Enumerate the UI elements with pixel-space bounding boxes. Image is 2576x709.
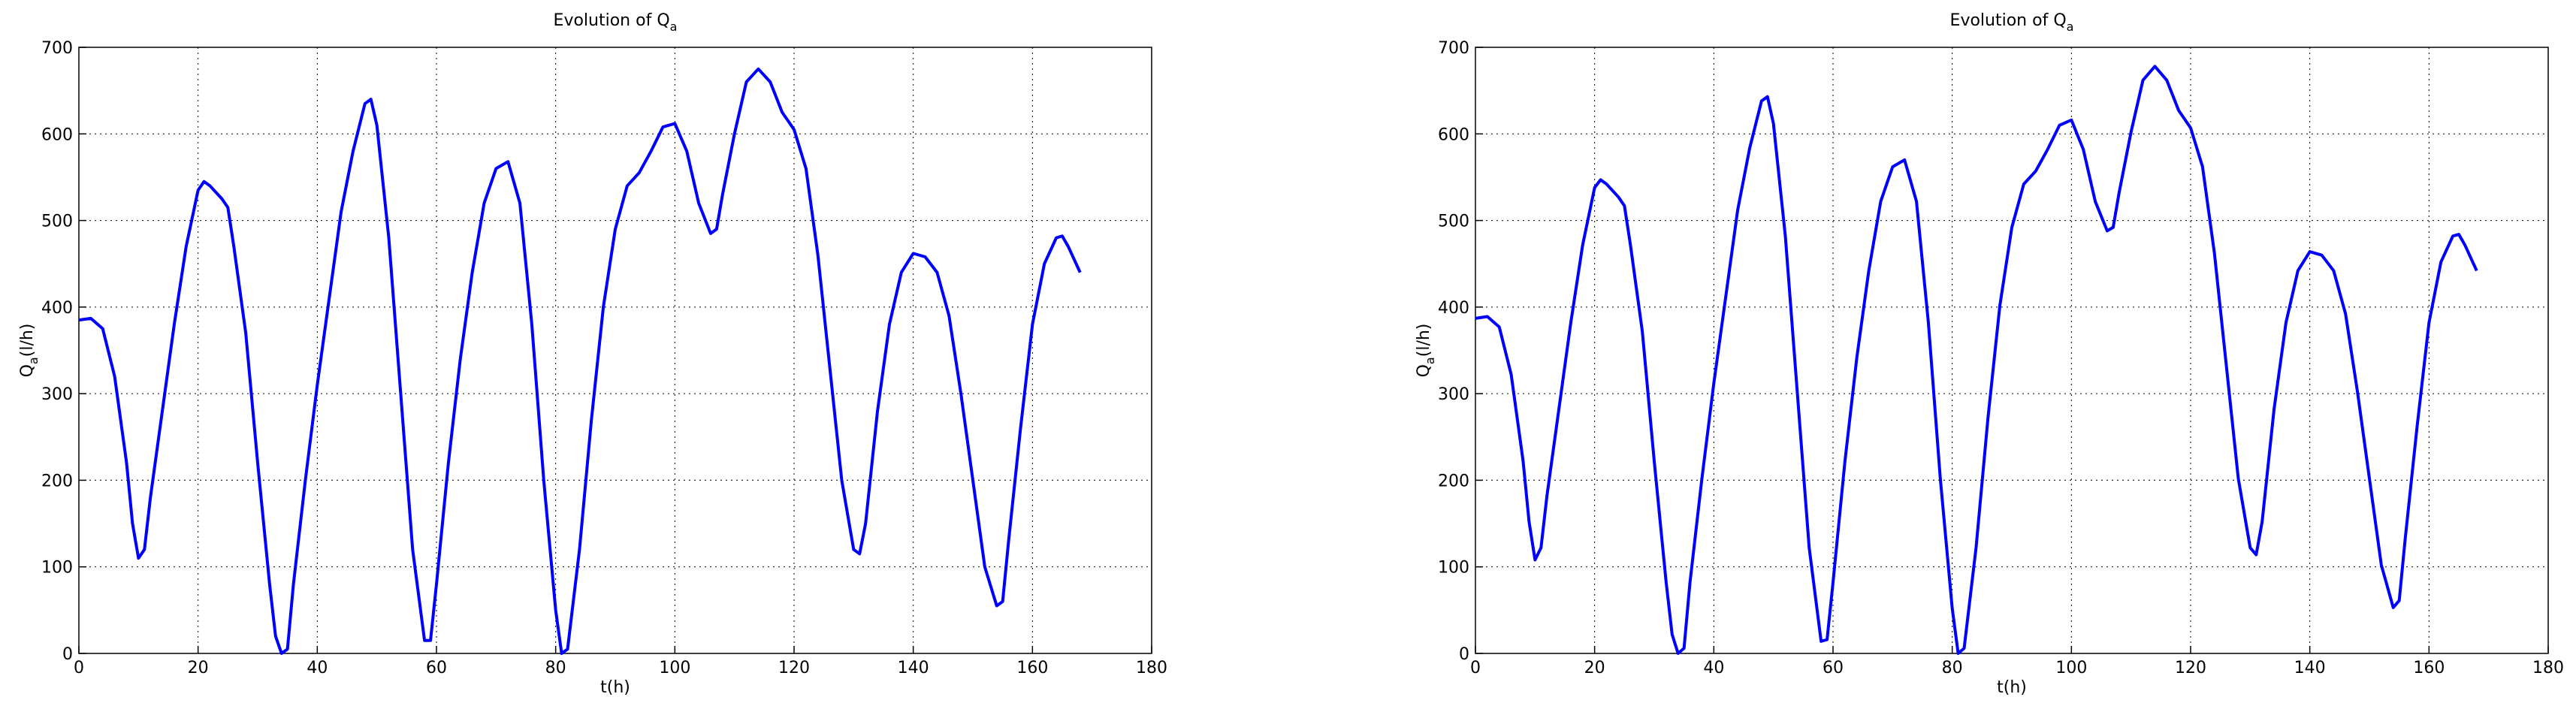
x-tick-label: 120: [778, 659, 810, 677]
y-tick-label: 0: [62, 645, 73, 664]
plot-area: [79, 47, 1152, 653]
y-tick-label: 300: [41, 385, 73, 404]
y-tick-label: 500: [41, 213, 73, 231]
y-tick-label: 600: [41, 125, 73, 144]
x-tick-label: 100: [659, 659, 690, 677]
x-tick-label: 100: [2055, 659, 2087, 677]
ylabel-suffix: (l/h): [1415, 324, 1433, 358]
ylabel-subscript: a: [1423, 357, 1437, 364]
title-subscript: a: [670, 20, 678, 34]
ylabel-suffix: (l/h): [18, 324, 37, 358]
x-tick-label: 60: [426, 659, 447, 677]
x-tick-label: 160: [1016, 659, 1048, 677]
x-tick-label: 0: [74, 659, 84, 677]
x-tick-label: 180: [2532, 659, 2564, 677]
y-tick-label: 200: [41, 472, 73, 490]
x-tick-label: 0: [1470, 659, 1481, 677]
x-tick-label: 60: [1823, 659, 1844, 677]
x-tick-label: 20: [188, 659, 209, 677]
x-tick-label: 80: [545, 659, 566, 677]
data-line: [78, 67, 1082, 655]
x-axis-label: t(h): [600, 678, 630, 697]
x-tick-label: 20: [1584, 659, 1605, 677]
y-tick-label: 0: [1459, 645, 1469, 664]
y-tick-label: 400: [1438, 299, 1469, 318]
ylabel-text: Q: [1415, 364, 1433, 377]
y-tick-label: 600: [1438, 125, 1469, 144]
plot-area: [1475, 47, 2548, 653]
ylabel-text: Q: [18, 364, 37, 377]
chart-title: Evolution of Qa: [554, 11, 678, 34]
x-tick-label: 160: [2413, 659, 2445, 677]
y-tick-label: 700: [1438, 39, 1469, 58]
y-axis-label: Qa(l/h): [1415, 324, 1437, 378]
chart: 0 20 40 60 80 100 120 140 160 180 0 100 200 300 400 500…: [1415, 11, 2564, 697]
y-tick-label: 400: [41, 299, 73, 318]
chart: 0 20 40 60 80 100 120 140 160 180 0 100 200 300 400 500…: [18, 11, 1167, 697]
y-axis-label: Qa(l/h): [18, 324, 41, 378]
x-tick-label: 120: [2175, 659, 2206, 677]
y-tick-label: 700: [41, 39, 73, 58]
plot-frame: [1475, 47, 2549, 654]
x-axis-label: t(h): [1997, 678, 2027, 697]
y-tick-label: 200: [1438, 472, 1469, 490]
y-tick-label: 100: [1438, 559, 1469, 578]
x-tick-label: 80: [1942, 659, 1963, 677]
title-subscript: a: [2067, 20, 2074, 34]
chart-title: Evolution of Qa: [1950, 11, 2074, 34]
x-tick-label: 140: [2294, 659, 2326, 677]
x-tick-label: 40: [307, 659, 328, 677]
y-tick-label: 300: [1438, 385, 1469, 404]
plot-frame: [78, 47, 1152, 654]
x-tick-label: 180: [1136, 659, 1167, 677]
x-tick-label: 140: [898, 659, 929, 677]
title-text: Evolution of Q: [1950, 11, 2067, 30]
x-tick-label: 40: [1703, 659, 1724, 677]
data-line: [1475, 65, 2478, 655]
y-tick-label: 500: [1438, 213, 1469, 231]
ylabel-subscript: a: [26, 357, 41, 364]
y-tick-label: 100: [41, 559, 73, 578]
title-text: Evolution of Q: [554, 11, 670, 30]
